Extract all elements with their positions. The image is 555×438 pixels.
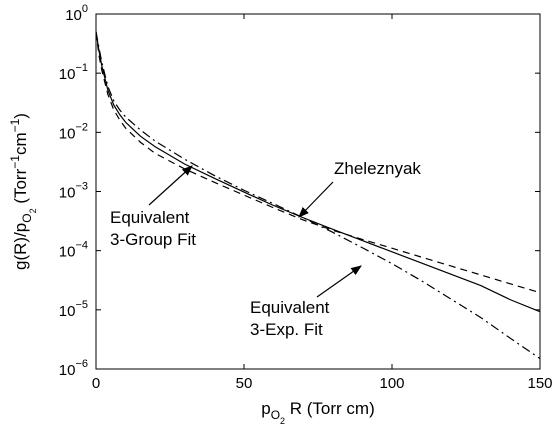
x-tick-label: 100 <box>379 375 404 392</box>
x-label-p: p <box>261 399 270 418</box>
x-label-rest: R (Torr cm) <box>285 399 375 418</box>
annotation-arrow <box>148 165 193 206</box>
y-label-b: (Torr <box>11 168 30 208</box>
y-label-c: cm <box>11 132 30 155</box>
annotation-label: Equivalent 3-Exp. Fit <box>250 298 330 339</box>
x-tick-label: 0 <box>92 375 100 392</box>
y-tick-label: 10−1 <box>59 62 88 83</box>
y-tick-label: 10−6 <box>59 358 88 379</box>
y-tick-label: 100 <box>65 3 88 24</box>
y-label-d: ) <box>11 113 30 119</box>
x-label-sub-o: O <box>271 408 280 422</box>
annotation-label: Zheleznyak <box>334 159 421 178</box>
series-line-dashdot <box>95 31 541 360</box>
y-label-sup-2: −1 <box>8 118 22 132</box>
y-label-a: g(R)/p <box>11 223 30 270</box>
annotation-arrow <box>316 265 362 298</box>
y-axis-label: g(R)/pO2 (Torr−1cm−1) <box>8 113 38 270</box>
y-tick-label: 10−4 <box>59 240 88 261</box>
x-axis-label: pO2 R (Torr cm) <box>261 399 375 426</box>
annotation-label: Equivalent 3-Group Fit <box>110 208 196 249</box>
annotation-arrow <box>298 181 334 218</box>
y-tick-label: 10−3 <box>59 181 88 202</box>
series-line-solid <box>95 31 541 313</box>
x-label-sub-2: 2 <box>280 416 285 426</box>
series-line-dashed <box>95 31 541 294</box>
y-tick-label: 10−2 <box>59 121 88 142</box>
annotations-layer: Zheleznyak Equivalent 3-Group Fit Equivalen… <box>110 159 421 339</box>
series-layer <box>95 31 541 360</box>
ticks-layer: 0 50 100 150 100 10−1 10−2 10−3 10−4 10−5 10−6 <box>59 3 553 392</box>
y-label-sub-o: O <box>20 213 34 222</box>
x-tick-label: 50 <box>236 375 253 392</box>
x-tick-label: 150 <box>527 375 552 392</box>
y-label-sub-2: 2 <box>28 208 38 213</box>
y-tick-label: 10−5 <box>59 299 88 320</box>
y-label-sup-1: −1 <box>8 155 22 169</box>
